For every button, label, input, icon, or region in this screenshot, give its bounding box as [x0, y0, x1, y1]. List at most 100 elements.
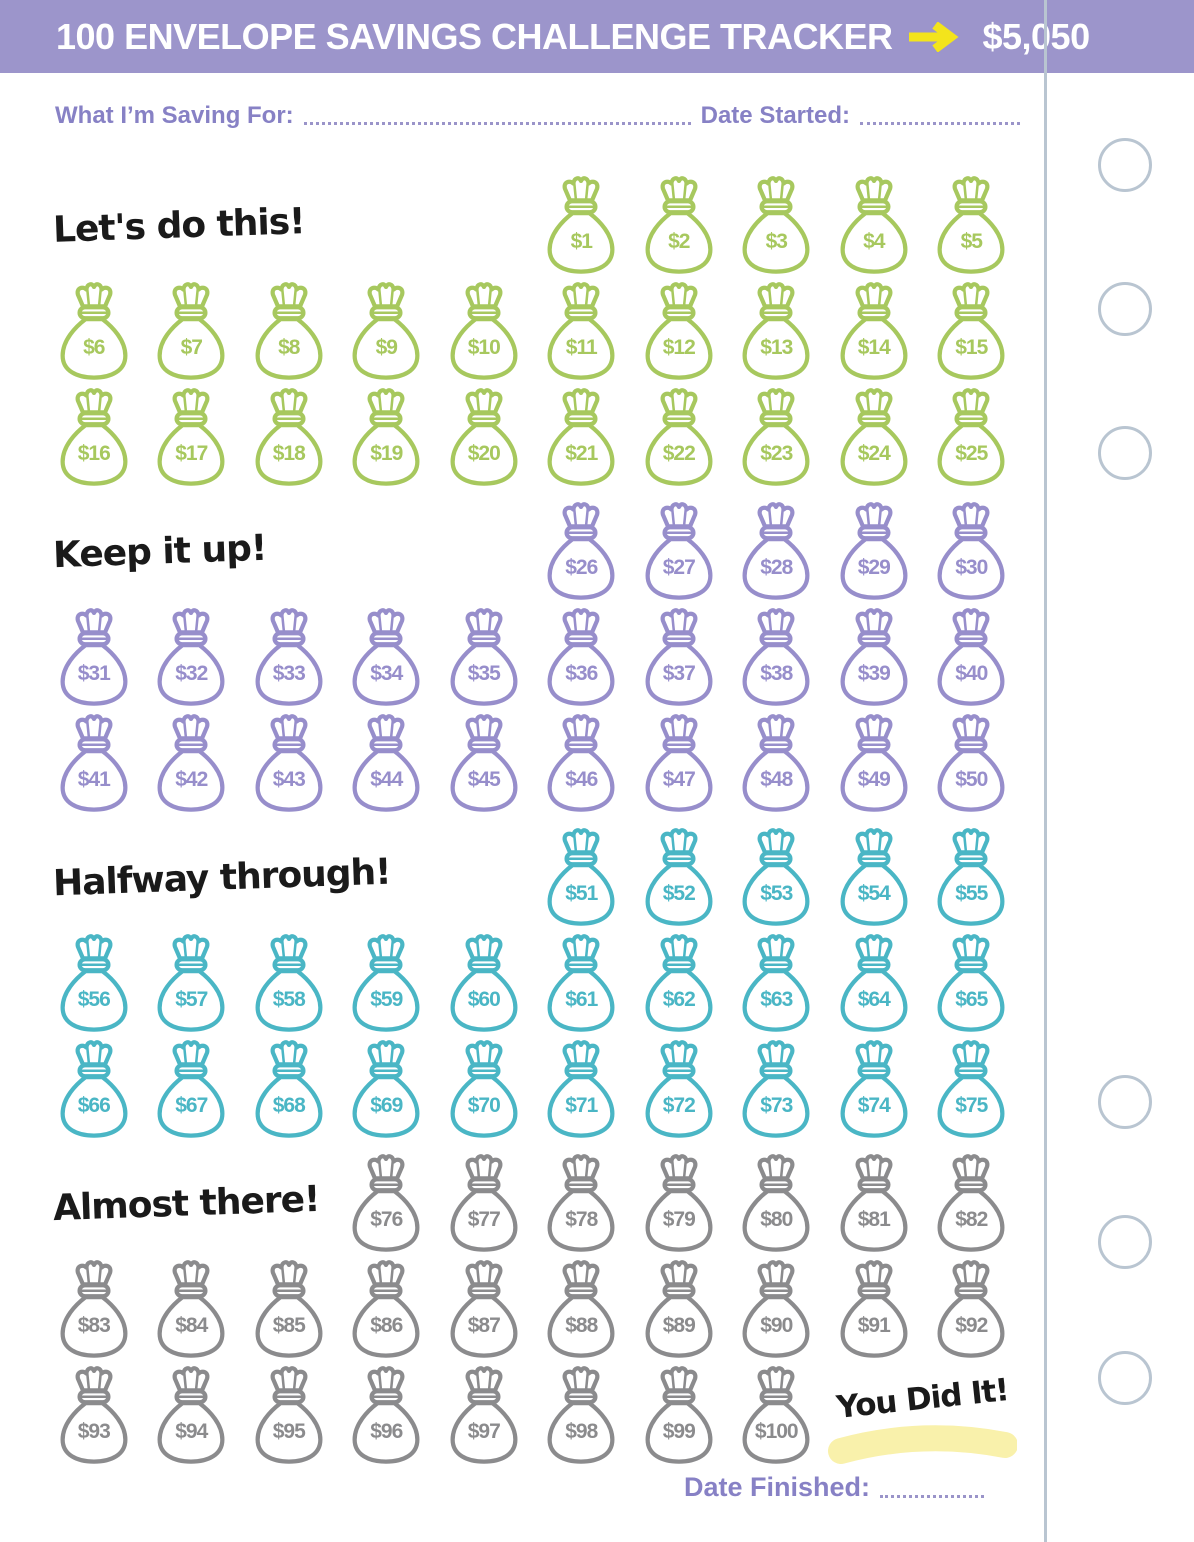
envelope-bag-18[interactable]: $18 — [240, 387, 338, 489]
envelope-bag-43[interactable]: $43 — [240, 713, 338, 815]
envelope-bag-80[interactable]: $80 — [728, 1153, 826, 1255]
envelope-bag-99[interactable]: $99 — [630, 1365, 728, 1467]
envelope-bag-41[interactable]: $41 — [45, 713, 143, 815]
saving-for-input-line[interactable] — [303, 122, 691, 125]
envelope-bag-2[interactable]: $2 — [630, 175, 728, 277]
envelope-bag-7[interactable]: $7 — [143, 281, 241, 383]
envelope-bag-55[interactable]: $55 — [923, 827, 1021, 929]
envelope-bag-78[interactable]: $78 — [533, 1153, 631, 1255]
envelope-bag-40[interactable]: $40 — [923, 607, 1021, 709]
envelope-bag-8[interactable]: $8 — [240, 281, 338, 383]
envelope-bag-71[interactable]: $71 — [533, 1039, 631, 1141]
envelope-bag-46[interactable]: $46 — [533, 713, 631, 815]
envelope-bag-61[interactable]: $61 — [533, 933, 631, 1035]
envelope-bag-25[interactable]: $25 — [923, 387, 1021, 489]
envelope-bag-44[interactable]: $44 — [338, 713, 436, 815]
envelope-bag-70[interactable]: $70 — [435, 1039, 533, 1141]
envelope-bag-11[interactable]: $11 — [533, 281, 631, 383]
envelope-bag-62[interactable]: $62 — [630, 933, 728, 1035]
envelope-bag-88[interactable]: $88 — [533, 1259, 631, 1361]
envelope-bag-54[interactable]: $54 — [825, 827, 923, 929]
envelope-bag-68[interactable]: $68 — [240, 1039, 338, 1141]
envelope-bag-19[interactable]: $19 — [338, 387, 436, 489]
envelope-bag-28[interactable]: $28 — [728, 501, 826, 603]
envelope-bag-53[interactable]: $53 — [728, 827, 826, 929]
envelope-bag-29[interactable]: $29 — [825, 501, 923, 603]
envelope-bag-92[interactable]: $92 — [923, 1259, 1021, 1361]
envelope-bag-45[interactable]: $45 — [435, 713, 533, 815]
envelope-bag-89[interactable]: $89 — [630, 1259, 728, 1361]
envelope-bag-87[interactable]: $87 — [435, 1259, 533, 1361]
envelope-bag-49[interactable]: $49 — [825, 713, 923, 815]
envelope-bag-42[interactable]: $42 — [143, 713, 241, 815]
envelope-bag-96[interactable]: $96 — [338, 1365, 436, 1467]
envelope-bag-30[interactable]: $30 — [923, 501, 1021, 603]
envelope-bag-6[interactable]: $6 — [45, 281, 143, 383]
envelope-bag-47[interactable]: $47 — [630, 713, 728, 815]
envelope-bag-14[interactable]: $14 — [825, 281, 923, 383]
envelope-bag-63[interactable]: $63 — [728, 933, 826, 1035]
envelope-bag-57[interactable]: $57 — [143, 933, 241, 1035]
envelope-bag-91[interactable]: $91 — [825, 1259, 923, 1361]
envelope-bag-56[interactable]: $56 — [45, 933, 143, 1035]
envelope-bag-5[interactable]: $5 — [923, 175, 1021, 277]
envelope-bag-86[interactable]: $86 — [338, 1259, 436, 1361]
envelope-bag-65[interactable]: $65 — [923, 933, 1021, 1035]
envelope-bag-36[interactable]: $36 — [533, 607, 631, 709]
envelope-bag-10[interactable]: $10 — [435, 281, 533, 383]
envelope-bag-16[interactable]: $16 — [45, 387, 143, 489]
envelope-bag-1[interactable]: $1 — [533, 175, 631, 277]
envelope-bag-27[interactable]: $27 — [630, 501, 728, 603]
envelope-bag-34[interactable]: $34 — [338, 607, 436, 709]
envelope-bag-17[interactable]: $17 — [143, 387, 241, 489]
envelope-bag-4[interactable]: $4 — [825, 175, 923, 277]
envelope-bag-3[interactable]: $3 — [728, 175, 826, 277]
envelope-bag-85[interactable]: $85 — [240, 1259, 338, 1361]
envelope-bag-15[interactable]: $15 — [923, 281, 1021, 383]
envelope-bag-72[interactable]: $72 — [630, 1039, 728, 1141]
envelope-bag-95[interactable]: $95 — [240, 1365, 338, 1467]
envelope-bag-39[interactable]: $39 — [825, 607, 923, 709]
envelope-bag-67[interactable]: $67 — [143, 1039, 241, 1141]
envelope-bag-64[interactable]: $64 — [825, 933, 923, 1035]
envelope-bag-98[interactable]: $98 — [533, 1365, 631, 1467]
envelope-bag-76[interactable]: $76 — [338, 1153, 436, 1255]
envelope-bag-13[interactable]: $13 — [728, 281, 826, 383]
envelope-bag-60[interactable]: $60 — [435, 933, 533, 1035]
envelope-bag-51[interactable]: $51 — [533, 827, 631, 929]
envelope-bag-69[interactable]: $69 — [338, 1039, 436, 1141]
envelope-bag-31[interactable]: $31 — [45, 607, 143, 709]
date-started-input-line[interactable] — [860, 122, 1020, 125]
envelope-bag-84[interactable]: $84 — [143, 1259, 241, 1361]
envelope-bag-20[interactable]: $20 — [435, 387, 533, 489]
envelope-bag-22[interactable]: $22 — [630, 387, 728, 489]
envelope-bag-58[interactable]: $58 — [240, 933, 338, 1035]
envelope-bag-24[interactable]: $24 — [825, 387, 923, 489]
envelope-bag-83[interactable]: $83 — [45, 1259, 143, 1361]
envelope-bag-23[interactable]: $23 — [728, 387, 826, 489]
envelope-bag-50[interactable]: $50 — [923, 713, 1021, 815]
envelope-bag-73[interactable]: $73 — [728, 1039, 826, 1141]
envelope-bag-9[interactable]: $9 — [338, 281, 436, 383]
envelope-bag-94[interactable]: $94 — [143, 1365, 241, 1467]
envelope-bag-81[interactable]: $81 — [825, 1153, 923, 1255]
envelope-bag-21[interactable]: $21 — [533, 387, 631, 489]
envelope-bag-26[interactable]: $26 — [533, 501, 631, 603]
envelope-bag-100[interactable]: $100 — [728, 1365, 826, 1467]
envelope-bag-59[interactable]: $59 — [338, 933, 436, 1035]
envelope-bag-33[interactable]: $33 — [240, 607, 338, 709]
envelope-bag-48[interactable]: $48 — [728, 713, 826, 815]
envelope-bag-82[interactable]: $82 — [923, 1153, 1021, 1255]
envelope-bag-52[interactable]: $52 — [630, 827, 728, 929]
envelope-bag-97[interactable]: $97 — [435, 1365, 533, 1467]
envelope-bag-75[interactable]: $75 — [923, 1039, 1021, 1141]
envelope-bag-93[interactable]: $93 — [45, 1365, 143, 1467]
envelope-bag-32[interactable]: $32 — [143, 607, 241, 709]
envelope-bag-74[interactable]: $74 — [825, 1039, 923, 1141]
date-finished-input-line[interactable] — [880, 1495, 984, 1498]
envelope-bag-35[interactable]: $35 — [435, 607, 533, 709]
envelope-bag-79[interactable]: $79 — [630, 1153, 728, 1255]
envelope-bag-77[interactable]: $77 — [435, 1153, 533, 1255]
envelope-bag-12[interactable]: $12 — [630, 281, 728, 383]
envelope-bag-38[interactable]: $38 — [728, 607, 826, 709]
